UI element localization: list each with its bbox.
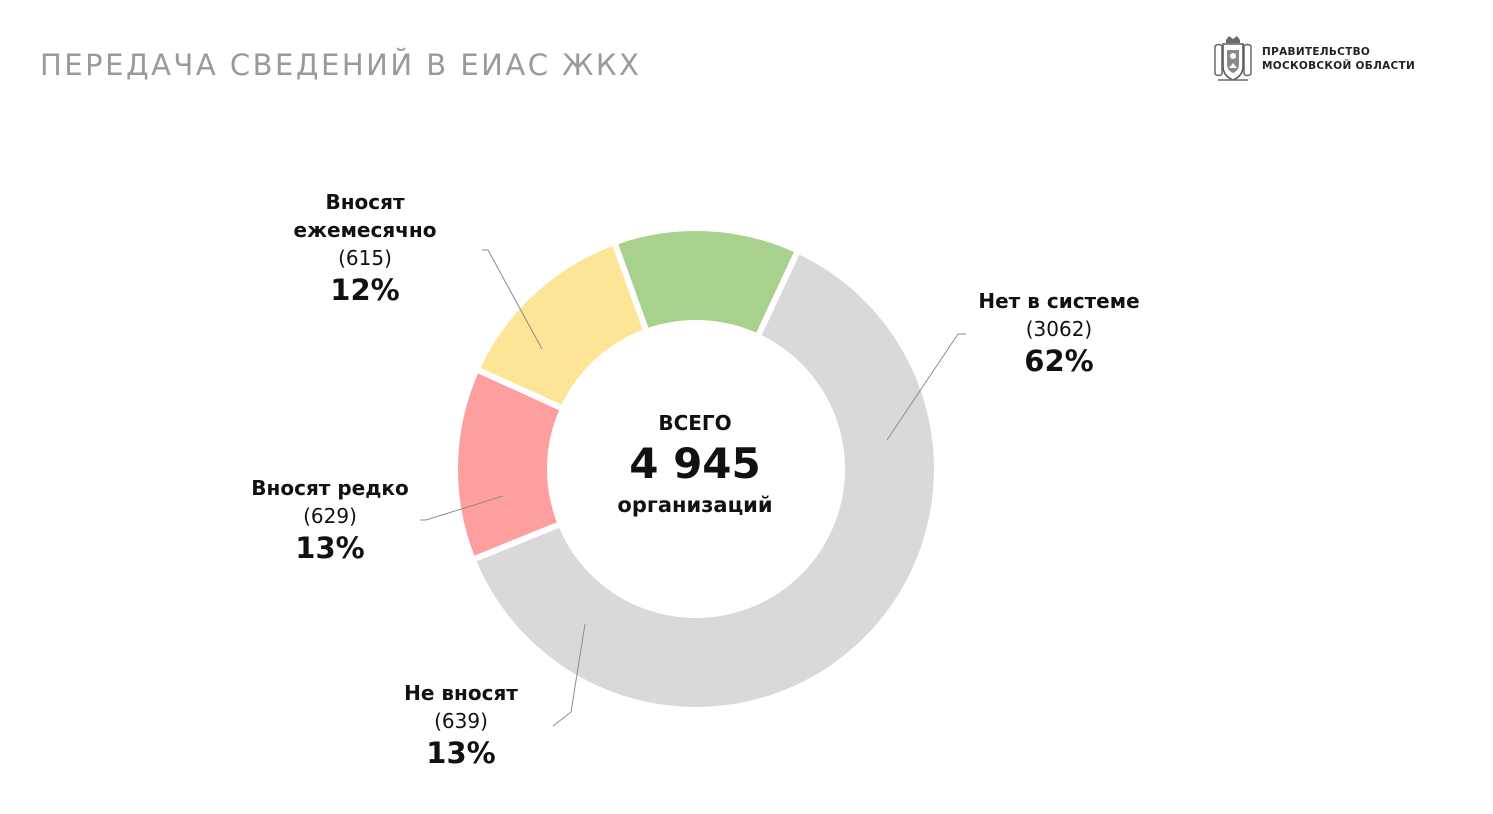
slice-label-name: Не вносят — [404, 681, 518, 705]
org-logo-block: ПРАВИТЕЛЬСТВО МОСКОВСКОЙ ОБЛАСТИ — [1212, 34, 1415, 84]
leader-line — [552, 623, 586, 727]
org-name-line-1: ПРАВИТЕЛЬСТВО — [1262, 46, 1371, 58]
slice-label-name: Нет в системе — [978, 289, 1140, 313]
coat-of-arms-icon — [1214, 36, 1252, 81]
center-total-caption: ВСЕГО — [658, 411, 732, 435]
org-name: ПРАВИТЕЛЬСТВО МОСКОВСКОЙ ОБЛАСТИ — [1262, 45, 1415, 73]
slice-label-not-in-system: Нет в системе (3062) 62% — [978, 287, 1139, 379]
leader-line — [420, 495, 504, 521]
slice-label-submitting-monthly: Вносят ежемесячно (615) 12% — [294, 188, 437, 308]
slice-submitting-monthly — [610, 225, 802, 341]
slice-label-submitting-rarely: Вносят редко (629) 13% — [251, 474, 408, 566]
slice-label-count: (629) — [303, 504, 357, 528]
slice-label-count: (615) — [338, 246, 392, 270]
slice-not-in-system — [468, 246, 940, 713]
slice-label-percent: 12% — [330, 273, 400, 307]
center-total-unit: организаций — [617, 493, 773, 517]
slice-label-percent: 13% — [426, 736, 496, 770]
leader-line — [482, 249, 543, 350]
slice-label-percent: 13% — [295, 531, 365, 565]
slice-label-count: (639) — [434, 709, 488, 733]
chart-center-label: ВСЕГО 4 945 организаций — [617, 408, 772, 520]
slice-label-percent: 62% — [1024, 344, 1094, 378]
org-name-line-2: МОСКОВСКОЙ ОБЛАСТИ — [1262, 60, 1416, 72]
slice-label-not-submitting: Не вносят (639) 13% — [404, 679, 518, 771]
slice-label-name: Вносят ежемесячно — [293, 190, 437, 242]
leader-line — [886, 333, 966, 441]
slice-label-name: Вносят редко — [251, 476, 409, 500]
page-title: ПЕРЕДАЧА СВЕДЕНИЙ В ЕИАС ЖКХ — [40, 48, 642, 82]
center-total-value: 4 945 — [629, 439, 761, 488]
slice-label-count: (3062) — [1025, 317, 1093, 341]
